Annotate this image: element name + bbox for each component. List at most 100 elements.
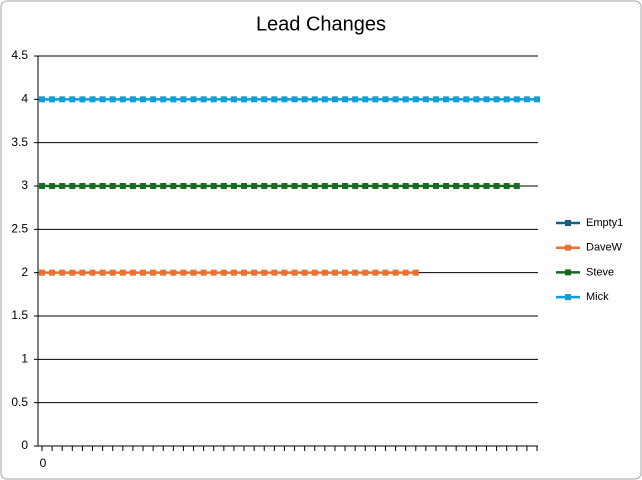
- marker: [331, 96, 338, 103]
- marker: [59, 183, 66, 189]
- marker: [59, 96, 66, 103]
- marker: [160, 96, 167, 103]
- marker: [372, 183, 379, 189]
- marker: [99, 183, 106, 189]
- marker: [402, 183, 409, 189]
- marker: [392, 96, 399, 103]
- marker: [210, 183, 217, 189]
- marker: [150, 269, 157, 276]
- marker: [301, 269, 308, 276]
- marker: [220, 269, 227, 276]
- y-tick-label: 1.5: [11, 308, 28, 322]
- marker: [261, 96, 268, 103]
- marker: [69, 96, 76, 103]
- marker: [79, 183, 86, 189]
- marker: [190, 96, 197, 103]
- y-tick-label: 4: [21, 92, 28, 106]
- marker: [321, 96, 328, 103]
- marker: [180, 96, 187, 103]
- marker: [99, 269, 106, 276]
- marker: [49, 269, 56, 276]
- legend-marker: [565, 269, 571, 276]
- marker: [362, 269, 369, 276]
- marker: [129, 96, 136, 103]
- marker: [261, 269, 268, 276]
- marker: [432, 96, 439, 103]
- marker: [331, 183, 338, 189]
- marker: [119, 269, 126, 276]
- marker: [342, 269, 349, 276]
- marker: [200, 96, 207, 103]
- marker: [119, 183, 126, 189]
- marker: [402, 269, 409, 276]
- marker: [220, 96, 227, 103]
- marker: [69, 269, 76, 276]
- marker: [352, 183, 359, 189]
- marker: [534, 96, 540, 103]
- marker: [109, 269, 116, 276]
- legend-label: Steve: [586, 266, 614, 278]
- marker: [109, 96, 116, 103]
- marker: [493, 96, 500, 103]
- marker: [422, 183, 429, 189]
- marker: [513, 183, 520, 189]
- marker: [503, 183, 510, 189]
- marker: [291, 269, 298, 276]
- marker: [382, 96, 389, 103]
- legend-marker: [565, 220, 571, 226]
- y-tick-label: 1: [21, 352, 28, 366]
- marker: [483, 183, 490, 189]
- marker: [190, 269, 197, 276]
- marker: [129, 183, 136, 189]
- marker: [362, 96, 369, 103]
- y-tick-label: 4.5: [11, 48, 28, 62]
- marker: [311, 183, 318, 189]
- marker: [200, 183, 207, 189]
- marker: [473, 96, 480, 103]
- marker: [119, 96, 126, 103]
- marker: [261, 183, 268, 189]
- marker: [271, 269, 278, 276]
- marker: [443, 96, 450, 103]
- marker: [301, 183, 308, 189]
- marker: [39, 96, 45, 103]
- marker: [210, 269, 217, 276]
- marker: [89, 269, 96, 276]
- y-tick-label: 0: [21, 438, 28, 452]
- marker: [230, 96, 237, 103]
- marker: [200, 269, 207, 276]
- marker: [160, 269, 167, 276]
- marker: [140, 183, 147, 189]
- marker: [331, 269, 338, 276]
- marker: [109, 183, 116, 189]
- marker: [79, 269, 86, 276]
- marker: [140, 269, 147, 276]
- marker: [352, 269, 359, 276]
- marker: [220, 183, 227, 189]
- marker: [59, 269, 66, 276]
- marker: [422, 96, 429, 103]
- marker: [382, 183, 389, 189]
- marker: [251, 96, 258, 103]
- marker: [372, 269, 379, 276]
- marker: [281, 269, 288, 276]
- marker: [473, 183, 480, 189]
- marker: [321, 183, 328, 189]
- marker: [241, 269, 248, 276]
- marker: [251, 183, 258, 189]
- marker: [493, 183, 500, 189]
- marker: [503, 96, 510, 103]
- marker: [362, 183, 369, 189]
- marker: [463, 183, 470, 189]
- marker: [412, 183, 419, 189]
- marker: [170, 269, 177, 276]
- marker: [241, 183, 248, 189]
- marker: [251, 269, 258, 276]
- marker: [412, 96, 419, 103]
- marker: [372, 96, 379, 103]
- marker: [281, 183, 288, 189]
- marker: [241, 96, 248, 103]
- marker: [140, 96, 147, 103]
- marker: [39, 183, 45, 189]
